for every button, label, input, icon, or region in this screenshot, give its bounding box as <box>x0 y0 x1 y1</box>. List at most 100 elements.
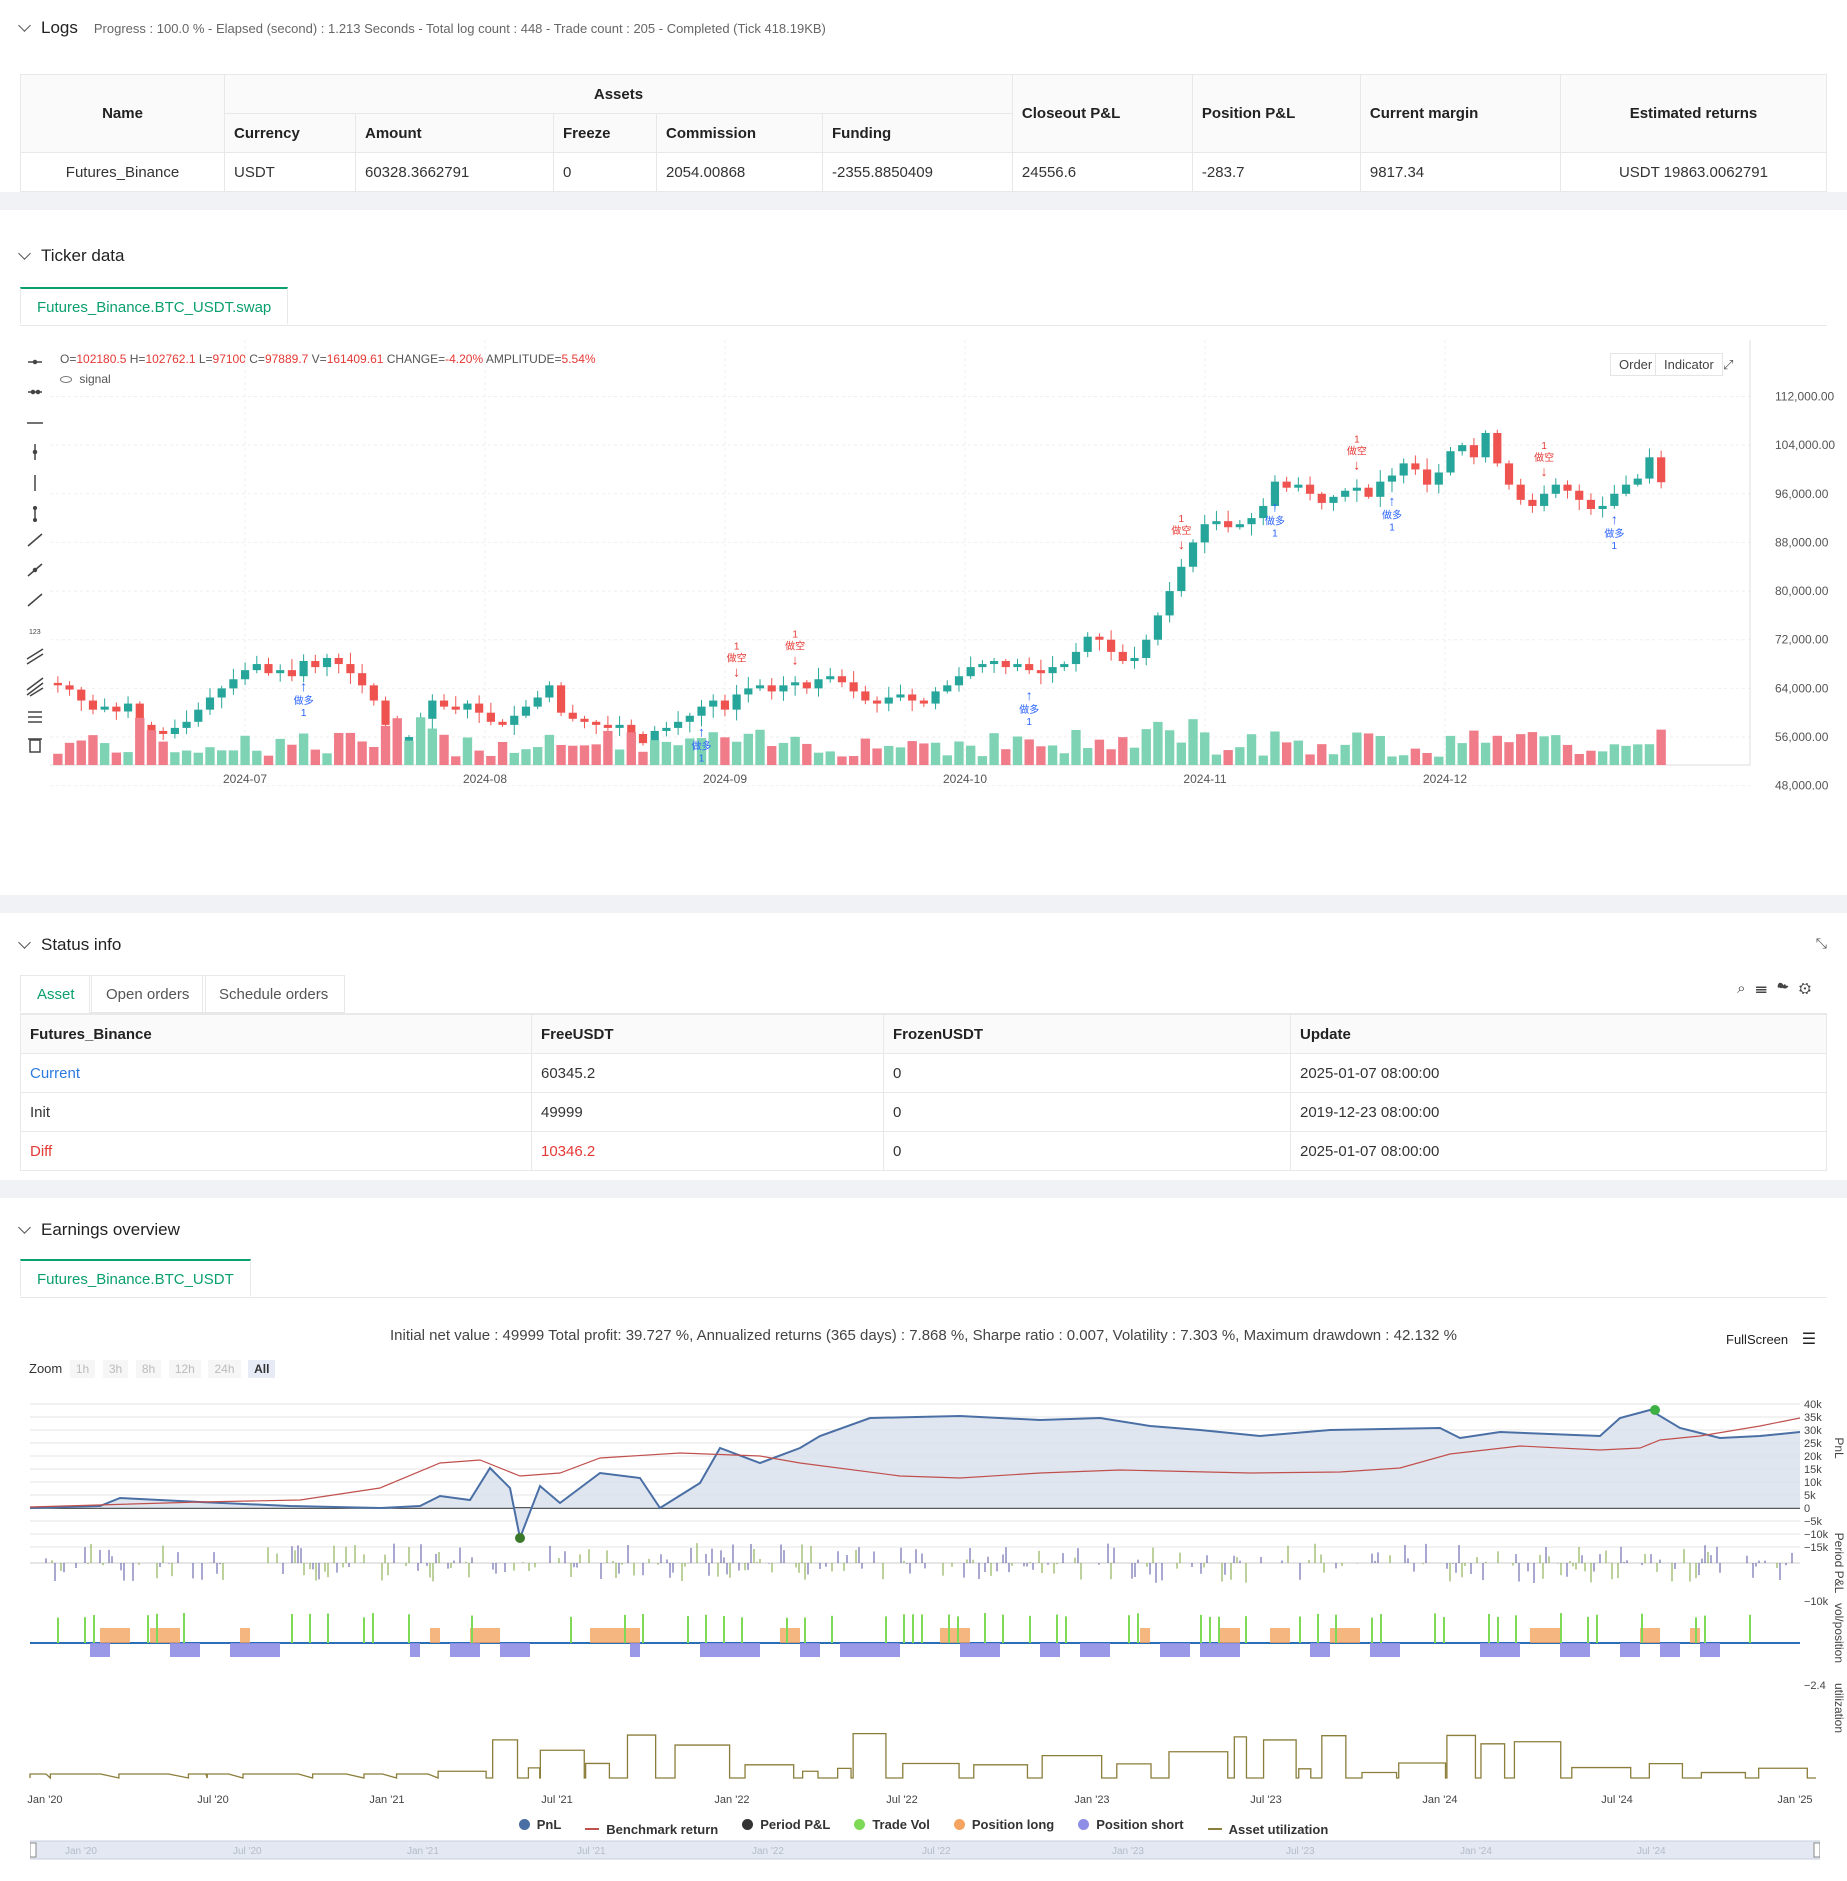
short-arrow-icon: ↓ <box>792 651 799 667</box>
legend-item[interactable]: Benchmark return <box>585 1822 718 1837</box>
volume-bar <box>837 756 847 765</box>
tab-asset[interactable]: Asset <box>20 975 92 1013</box>
candle-body <box>451 706 460 710</box>
drawing-tools-icons[interactable]: 123 <box>24 350 46 790</box>
candle-body <box>1329 496 1338 503</box>
volume-bar <box>1363 733 1374 765</box>
legend-item[interactable]: Asset utilization <box>1207 1822 1328 1837</box>
zoom-12h[interactable]: 12h <box>168 1360 201 1378</box>
tab-schedule-orders[interactable]: Schedule orders <box>202 975 346 1013</box>
position-long-bar <box>430 1628 440 1643</box>
candle-body <box>989 661 999 665</box>
order-button[interactable]: Order <box>1610 353 1662 376</box>
row-init-label: Init <box>20 1092 532 1132</box>
cloud-icon[interactable]: ☁ <box>1776 980 1799 997</box>
volume-bar <box>685 738 695 765</box>
volume-bar <box>322 753 332 765</box>
candle-body <box>439 700 449 707</box>
candle-body <box>123 703 133 712</box>
earnings-header[interactable]: Earnings overview <box>18 1220 180 1240</box>
th-frozenusdt: FrozenUSDT <box>883 1014 1291 1054</box>
zoom-3h[interactable]: 3h <box>102 1360 129 1378</box>
volume-bar <box>884 745 894 765</box>
volume-bar <box>1129 747 1140 765</box>
earnings-panel: Earnings overview Futures_Binance.BTC_US… <box>0 1198 1847 1881</box>
eye-icon[interactable] <box>60 376 72 383</box>
cell-freeze: 0 <box>553 152 657 192</box>
x-tick-label: Jan '25 <box>1777 1794 1812 1806</box>
row-current-label[interactable]: Current <box>20 1053 532 1093</box>
legend-item[interactable]: Trade Vol <box>854 1817 930 1832</box>
volume-bar <box>287 744 297 765</box>
candle-body <box>205 697 215 710</box>
gear-icon[interactable]: ⚙ <box>1798 980 1821 997</box>
candle-body <box>615 724 624 728</box>
x-tick-label: Jul '22 <box>886 1794 917 1806</box>
table-tools: ⌕☰☁⚙ <box>1737 980 1821 997</box>
signal-legend[interactable]: signal <box>60 372 111 386</box>
volume-bar <box>626 732 636 765</box>
volume-bar <box>860 738 871 765</box>
zoom-24h[interactable]: 24h <box>208 1360 241 1378</box>
volume-bar <box>1024 739 1034 765</box>
range-navigator[interactable]: Jan '20 Jul '20 Jan '21 Jul '21 Jan '22 Jul '… <box>30 1839 1820 1861</box>
position-short-bar <box>500 1643 530 1657</box>
candle-body <box>1551 484 1560 494</box>
candle-body <box>1563 484 1572 491</box>
candle-body <box>1610 493 1619 506</box>
earnings-chart[interactable]: 40k35k30k25k20k15k10k5k0−5k−10k−15kPnLPe… <box>0 1388 1847 1818</box>
tab-open-orders[interactable]: Open orders <box>89 975 207 1013</box>
y-tick-label: 35k <box>1804 1412 1822 1424</box>
candle-body <box>299 661 308 677</box>
th-amount: Amount <box>355 113 554 153</box>
position-short-bar <box>1370 1643 1400 1657</box>
legend-item[interactable]: Position long <box>953 1817 1054 1832</box>
collapse-icon[interactable]: ⤡ <box>1815 935 1827 951</box>
ticker-header[interactable]: Ticker data <box>18 246 124 266</box>
zoom-1h[interactable]: 1h <box>69 1360 96 1378</box>
candle-body <box>779 685 788 692</box>
volume-bar <box>802 743 812 765</box>
y-tick-label: 15k <box>1804 1464 1822 1476</box>
volume-bar <box>497 741 508 765</box>
position-short-bar <box>1700 1643 1720 1657</box>
logs-header[interactable]: Logs Progress : 100.0 % - Elapsed (secon… <box>18 18 826 38</box>
volume-bar <box>661 741 672 765</box>
candle-body <box>837 676 847 683</box>
candle-body <box>65 685 74 690</box>
volume-bar <box>1270 731 1280 765</box>
expand-icon[interactable]: ⤢ <box>1723 357 1734 372</box>
menu-icon[interactable]: ☰ <box>1755 980 1777 997</box>
legend-item[interactable]: Period P&L <box>742 1817 830 1832</box>
candle-body <box>767 685 776 692</box>
chevron-down-icon[interactable] <box>18 936 31 949</box>
volume-bar <box>88 735 98 765</box>
zoom-all[interactable]: All <box>248 1360 276 1378</box>
volume-bar <box>181 750 192 765</box>
y-tick-label: −2.4 <box>1804 1680 1826 1692</box>
table-row: Futures_Binance USDT 60328.3662791 0 205… <box>20 152 1828 192</box>
candle-body <box>896 694 905 698</box>
marker-label: 做空 <box>1534 451 1554 464</box>
legend-item[interactable]: Position short <box>1078 1817 1184 1832</box>
search-icon[interactable]: ⌕ <box>1737 980 1756 997</box>
indicator-button[interactable]: Indicator <box>1655 353 1723 376</box>
tab-ticker-symbol[interactable]: Futures_Binance.BTC_USDT.swap <box>20 287 289 325</box>
zoom-8h[interactable]: 8h <box>135 1360 162 1378</box>
menu-icon[interactable]: ☰ <box>1801 1331 1817 1348</box>
candle-body <box>638 733 648 744</box>
volume-bar <box>544 734 555 765</box>
chevron-down-icon[interactable] <box>18 1221 31 1234</box>
table-row: Diff 10346.2 0 2025-01-07 08:00:00 <box>20 1131 1827 1171</box>
candle-body <box>580 718 589 722</box>
marker-qty: 1 <box>699 754 705 765</box>
chevron-down-icon[interactable] <box>18 19 31 32</box>
volume-bar <box>1293 740 1304 765</box>
volume-bar <box>556 744 566 765</box>
fullscreen-button[interactable]: FullScreen ☰ <box>1726 1331 1817 1348</box>
legend-item[interactable]: PnL <box>518 1817 561 1832</box>
candlestick-chart[interactable]: 112,000.00 104,000.00 96,000.00 88,000.00 80… <box>50 340 1840 885</box>
tab-earnings-symbol[interactable]: Futures_Binance.BTC_USDT <box>20 1259 251 1297</box>
chevron-down-icon[interactable] <box>18 247 31 260</box>
status-header[interactable]: Status info <box>18 935 121 955</box>
